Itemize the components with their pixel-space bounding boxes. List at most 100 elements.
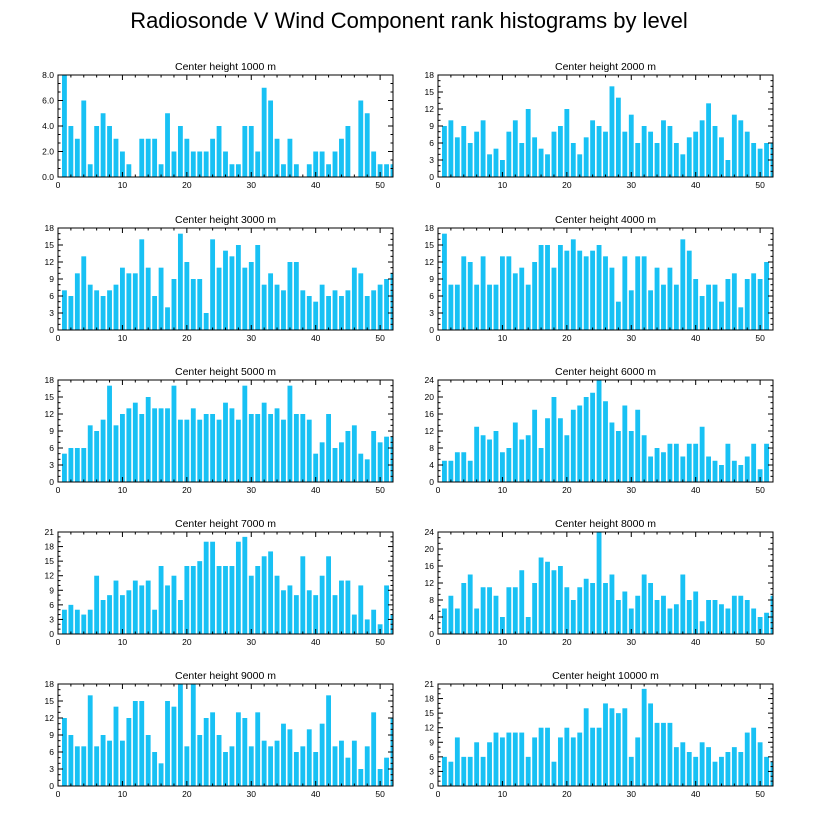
bar	[480, 256, 486, 330]
bar	[699, 742, 705, 786]
bar	[757, 742, 763, 786]
bar	[107, 740, 112, 786]
bar	[94, 126, 100, 177]
y-tick-label: 6.0	[42, 96, 54, 106]
x-tick-label: 10	[498, 637, 508, 647]
y-tick-label: 24	[425, 527, 435, 537]
bar	[351, 425, 357, 482]
bar	[538, 148, 544, 177]
bar	[487, 284, 492, 330]
y-tick-label: 6	[49, 443, 54, 453]
bar	[158, 566, 164, 634]
bar	[506, 131, 512, 177]
bar	[525, 284, 531, 330]
x-tick-label: 20	[562, 637, 572, 647]
bar	[384, 164, 389, 177]
bar	[152, 296, 158, 330]
bar	[255, 414, 261, 482]
bar	[158, 164, 164, 177]
bar	[190, 279, 196, 330]
bar	[190, 684, 196, 786]
y-tick-label: 6	[429, 291, 434, 301]
y-tick-label: 0	[49, 477, 54, 487]
bar	[590, 250, 596, 330]
bar	[171, 706, 177, 786]
bar	[757, 279, 763, 330]
bar	[158, 408, 164, 482]
y-tick-label: 12	[425, 426, 435, 436]
bar	[757, 148, 763, 177]
x-tick-label: 10	[498, 180, 508, 190]
bar	[364, 296, 370, 330]
bar	[210, 138, 216, 177]
x-tick-label: 20	[182, 333, 192, 343]
y-tick-label: 12	[45, 713, 55, 723]
bar	[609, 422, 615, 482]
bar	[248, 746, 254, 786]
bar	[184, 566, 190, 634]
bar	[764, 756, 769, 786]
bar	[609, 86, 615, 177]
bar	[474, 131, 480, 177]
bar	[345, 126, 351, 177]
x-tick-label: 10	[118, 485, 128, 495]
bar	[654, 267, 660, 330]
bar	[81, 746, 87, 786]
bar	[648, 290, 654, 330]
bar	[261, 87, 267, 177]
bar	[506, 587, 512, 634]
bar	[461, 256, 467, 330]
bar	[764, 262, 769, 330]
bar	[454, 608, 460, 634]
bar	[358, 453, 364, 482]
bar	[493, 284, 499, 330]
bar	[229, 746, 235, 786]
bar	[532, 409, 538, 482]
bar	[712, 284, 718, 330]
bar	[145, 580, 151, 634]
bar	[177, 600, 183, 634]
bar	[229, 256, 235, 330]
bar	[248, 414, 254, 482]
bar	[506, 732, 512, 786]
x-tick-label: 40	[691, 789, 701, 799]
bar	[442, 233, 447, 330]
x-tick-label: 0	[56, 180, 61, 190]
bar	[693, 443, 699, 482]
panel-3: Center height 3000 m 0 10 20 30 40 50 0 3 6 9 12 15 1…	[45, 214, 394, 343]
x-tick-label: 30	[627, 637, 637, 647]
bar	[461, 452, 467, 482]
bar	[248, 575, 254, 634]
y-tick-label: 0	[429, 781, 434, 791]
bar	[500, 737, 505, 786]
x-tick-label: 20	[182, 485, 192, 495]
bar	[519, 439, 525, 482]
bar	[583, 578, 589, 634]
y-tick-label: 9	[429, 274, 434, 284]
bar	[274, 740, 280, 786]
bar	[699, 621, 705, 634]
bar	[596, 532, 602, 634]
bar	[255, 245, 261, 330]
x-tick-label: 10	[118, 637, 128, 647]
bar	[686, 600, 692, 634]
y-tick-label: 12	[425, 104, 435, 114]
y-tick-label: 12	[45, 571, 55, 581]
bar	[287, 138, 293, 177]
bar	[274, 575, 280, 634]
y-tick-label: 15	[45, 556, 55, 566]
x-tick-label: 20	[562, 485, 572, 495]
x-tick-label: 20	[562, 333, 572, 343]
bar	[152, 408, 158, 482]
y-tick-label: 4	[429, 612, 434, 622]
bar	[371, 151, 377, 177]
bar	[693, 756, 699, 786]
panel-6: Center height 6000 m 0 10 20 30 40 50 0 4 8 12 16 20…	[425, 366, 774, 495]
bar	[216, 267, 222, 330]
bar	[319, 442, 325, 482]
bar	[622, 708, 628, 786]
x-tick-label: 0	[56, 789, 61, 799]
bar	[525, 109, 531, 177]
bar	[474, 608, 480, 634]
bar	[242, 536, 248, 634]
